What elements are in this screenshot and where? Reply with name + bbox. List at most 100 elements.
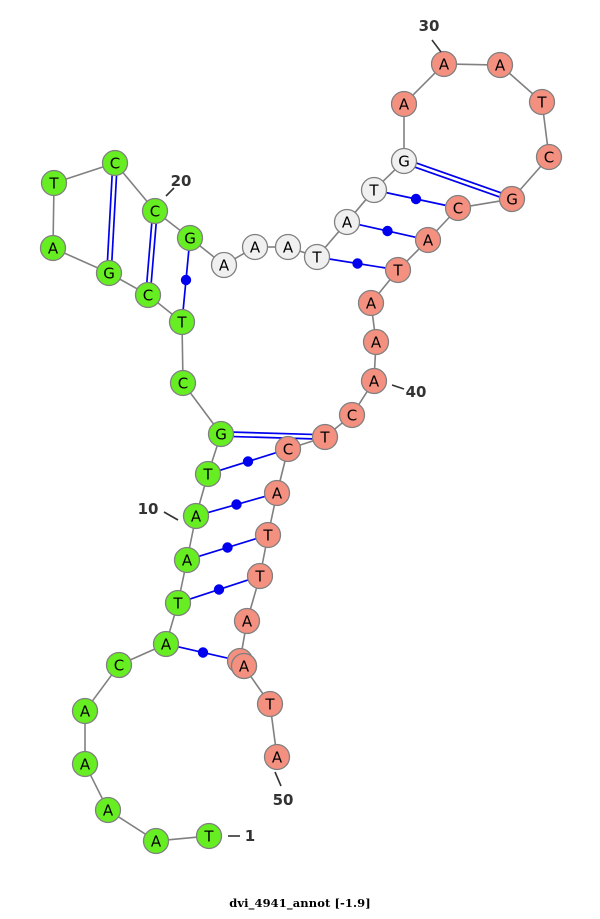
- nucleotide-26-A[interactable]: A: [333, 208, 361, 236]
- nucleotide-circle[interactable]: [384, 256, 412, 284]
- nucleotide-circle[interactable]: [176, 224, 204, 252]
- nucleotide-circle[interactable]: [274, 435, 302, 463]
- nucleotide-circle[interactable]: [256, 690, 284, 718]
- nucleotide-3-A[interactable]: A: [94, 796, 122, 824]
- nucleotide-circle[interactable]: [263, 479, 291, 507]
- nucleotide-circle[interactable]: [195, 822, 223, 850]
- nucleotide-5-A[interactable]: A: [71, 697, 99, 725]
- nucleotide-33-C[interactable]: C: [535, 143, 563, 171]
- nucleotide-19-C[interactable]: C: [101, 149, 129, 177]
- nucleotide-circle[interactable]: [233, 607, 261, 635]
- nucleotide-circle[interactable]: [105, 651, 133, 679]
- nucleotide-13-C[interactable]: C: [169, 369, 197, 397]
- nucleotide-40-A[interactable]: A: [360, 367, 388, 395]
- nucleotide-circle[interactable]: [390, 90, 418, 118]
- nucleotide-circle[interactable]: [362, 328, 390, 356]
- nucleotide-circle[interactable]: [101, 149, 129, 177]
- nucleotide-29-A[interactable]: A: [390, 90, 418, 118]
- nucleotide-16-G[interactable]: G: [95, 259, 123, 287]
- nucleotide-7-A[interactable]: A: [152, 630, 180, 658]
- nucleotide-44-A[interactable]: A: [263, 479, 291, 507]
- nucleotide-47-A[interactable]: A: [233, 607, 261, 635]
- nucleotide-4-A[interactable]: A: [71, 750, 99, 778]
- nucleotide-14-T[interactable]: T: [168, 308, 196, 336]
- nucleotide-circle[interactable]: [333, 208, 361, 236]
- nucleotide-2-A[interactable]: A: [142, 827, 170, 855]
- nucleotide-42-T[interactable]: T: [311, 423, 339, 451]
- nucleotide-circle[interactable]: [360, 176, 388, 204]
- nucleotide-circle[interactable]: [241, 233, 269, 261]
- nucleotide-20-C[interactable]: C: [141, 197, 169, 225]
- nucleotide-15-C[interactable]: C: [134, 281, 162, 309]
- nucleotide-circle[interactable]: [194, 460, 222, 488]
- nucleotide-21-G[interactable]: G: [176, 224, 204, 252]
- nucleotide-6-C[interactable]: C: [105, 651, 133, 679]
- nucleotide-9-A[interactable]: A: [173, 546, 201, 574]
- nucleotide-circle[interactable]: [40, 169, 68, 197]
- nucleotide-circle[interactable]: [303, 243, 331, 271]
- nucleotide-11-T[interactable]: T: [194, 460, 222, 488]
- nucleotide-circle[interactable]: [182, 502, 210, 530]
- nucleotide-circle[interactable]: [152, 630, 180, 658]
- nucleotide-39-A[interactable]: A: [362, 328, 390, 356]
- nucleotide-28-G[interactable]: G: [390, 147, 418, 175]
- nucleotide-22-A[interactable]: A: [210, 251, 238, 279]
- nucleotide-circle[interactable]: [71, 750, 99, 778]
- nucleotide-circle[interactable]: [357, 289, 385, 317]
- nucleotide-circle[interactable]: [142, 827, 170, 855]
- nucleotide-circle[interactable]: [535, 143, 563, 171]
- nucleotide-50-A[interactable]: A: [263, 743, 291, 771]
- nucleotide-17-A[interactable]: A: [39, 234, 67, 262]
- nucleotide-24-A[interactable]: A: [274, 233, 302, 261]
- nucleotide-27-T[interactable]: T: [360, 176, 388, 204]
- nucleotide-10-A[interactable]: A: [182, 502, 210, 530]
- nucleotide-25-T[interactable]: T: [303, 243, 331, 271]
- nucleotide-circle[interactable]: [207, 420, 235, 448]
- nucleotide-45-T[interactable]: T: [254, 521, 282, 549]
- nucleotide-circle[interactable]: [254, 521, 282, 549]
- nucleotide-circle[interactable]: [94, 796, 122, 824]
- nucleotide-circle[interactable]: [168, 308, 196, 336]
- nucleotide-circle[interactable]: [444, 194, 472, 222]
- nucleotide-circle[interactable]: [246, 562, 274, 590]
- nucleotide-circle[interactable]: [173, 546, 201, 574]
- nucleotide-circle[interactable]: [338, 401, 366, 429]
- nucleotide-18-T[interactable]: T: [40, 169, 68, 197]
- nucleotide-1-T[interactable]: T: [195, 822, 223, 850]
- nucleotide-31-A[interactable]: A: [486, 51, 514, 79]
- nucleotide-43-C[interactable]: C: [274, 435, 302, 463]
- nucleotide-circle[interactable]: [274, 233, 302, 261]
- nucleotide-12-G[interactable]: G: [207, 420, 235, 448]
- nucleotide-circle[interactable]: [39, 234, 67, 262]
- nucleotide-8-T[interactable]: T: [164, 589, 192, 617]
- nucleotide-36-A[interactable]: A: [414, 226, 442, 254]
- nucleotide-circle[interactable]: [414, 226, 442, 254]
- nucleotide-circle[interactable]: [311, 423, 339, 451]
- nucleotide-circle[interactable]: [71, 697, 99, 725]
- nucleotide-41-C[interactable]: C: [338, 401, 366, 429]
- nucleotide-circle[interactable]: [95, 259, 123, 287]
- nucleotide-30-A[interactable]: A: [430, 50, 458, 78]
- nucleotide-circle[interactable]: [498, 185, 526, 213]
- nucleotide-34-G[interactable]: G: [498, 185, 526, 213]
- nucleotide-circle[interactable]: [164, 589, 192, 617]
- nucleotide-circle[interactable]: [230, 652, 258, 680]
- nucleotide-23-A[interactable]: A: [241, 233, 269, 261]
- nucleotide-circle[interactable]: [263, 743, 291, 771]
- nucleotide-37-T[interactable]: T: [384, 256, 412, 284]
- nucleotide-circle[interactable]: [390, 147, 418, 175]
- nucleotide-46-T[interactable]: T: [246, 562, 274, 590]
- nucleotide-49-T[interactable]: T: [256, 690, 284, 718]
- nucleotide-52-A[interactable]: A: [230, 652, 258, 680]
- nucleotide-circle[interactable]: [430, 50, 458, 78]
- nucleotide-circle[interactable]: [210, 251, 238, 279]
- nucleotide-circle[interactable]: [360, 367, 388, 395]
- nucleotide-35-C[interactable]: C: [444, 194, 472, 222]
- nucleotide-circle[interactable]: [528, 88, 556, 116]
- nucleotide-circle[interactable]: [486, 51, 514, 79]
- nucleotide-38-A[interactable]: A: [357, 289, 385, 317]
- nucleotide-circle[interactable]: [141, 197, 169, 225]
- nucleotide-circle[interactable]: [169, 369, 197, 397]
- nucleotide-circle[interactable]: [134, 281, 162, 309]
- nucleotide-32-T[interactable]: T: [528, 88, 556, 116]
